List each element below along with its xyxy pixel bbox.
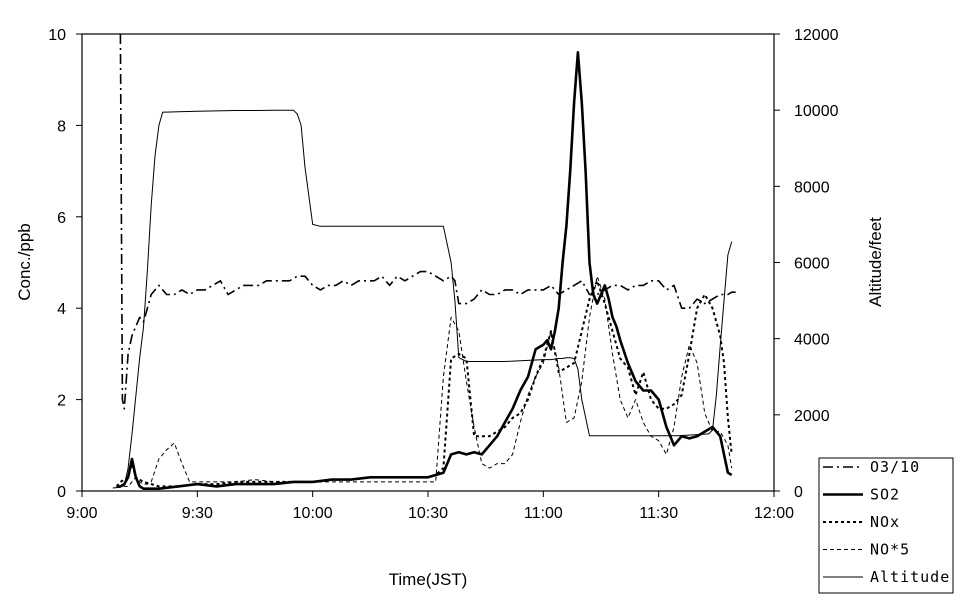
y2-tick-label: 10000 — [794, 103, 839, 120]
legend-label-3: NO*5 — [870, 541, 910, 559]
legend-label-4: Altitude — [870, 568, 950, 586]
legend-label-0: O3/10 — [870, 458, 920, 476]
y2-tick-label: 2000 — [794, 408, 830, 425]
legend-label-1: SO2 — [870, 486, 900, 504]
x-tick-label: 12:00 — [754, 505, 794, 522]
y2-tick-label: 0 — [794, 484, 803, 501]
y2-tick-label: 8000 — [794, 179, 830, 196]
y-tick-label: 8 — [57, 118, 66, 135]
x-tick-label: 11:30 — [639, 505, 678, 522]
y2-tick-label: 12000 — [794, 27, 839, 44]
x-tick-label: 11:00 — [524, 505, 563, 522]
y-tick-label: 2 — [57, 393, 66, 410]
y-axis-label: Conc./ppb — [15, 223, 34, 301]
y2-tick-label: 6000 — [794, 256, 830, 273]
y-tick-label: 0 — [57, 484, 66, 501]
plot-area — [81, 33, 775, 492]
y-tick-label: 6 — [57, 210, 66, 227]
x-tick-label: 10:00 — [293, 505, 333, 522]
x-tick-label: 9:00 — [66, 505, 97, 522]
y2-axis-label: Altitude/feet — [866, 217, 885, 307]
y-tick-label: 10 — [48, 27, 66, 44]
legend-label-2: NOx — [870, 513, 900, 531]
x-tick-label: 10:30 — [408, 505, 448, 522]
legend: O3/10 SO2 NOx NO*5 Altitude — [818, 457, 954, 594]
series-line-3 — [116, 275, 733, 487]
series-line-4 — [112, 109, 733, 489]
series-line-2 — [115, 279, 733, 488]
legend-box — [818, 457, 954, 594]
y2-tick-label: 4000 — [794, 332, 830, 349]
x-tick-label: 9:30 — [182, 505, 213, 522]
x-axis-label: Time(JST) — [389, 570, 468, 589]
series-layer — [112, 33, 736, 491]
y-tick-label: 4 — [57, 301, 66, 318]
ticks-layer: 9:00 9:30 10:00 10:30 11:00 11:30 12:000246810… — [48, 27, 838, 522]
